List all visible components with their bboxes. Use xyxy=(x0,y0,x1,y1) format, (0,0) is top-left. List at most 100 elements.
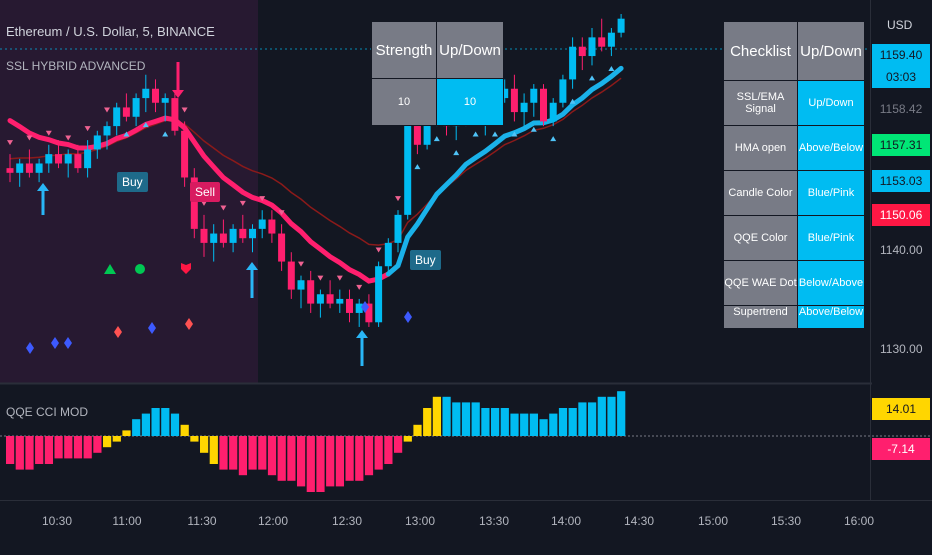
histogram-bar xyxy=(297,436,306,487)
candle-body xyxy=(45,154,53,164)
diamond-marker xyxy=(404,311,412,323)
price-tag-last: 1159.40 xyxy=(872,44,930,66)
histogram-bar xyxy=(481,408,490,436)
candle-body xyxy=(569,46,577,80)
time-tick: 11:00 xyxy=(112,514,142,528)
diamond-marker xyxy=(185,318,193,330)
candle-body xyxy=(200,228,208,243)
candle-body xyxy=(375,266,383,323)
checklist-value: Blue/Pink xyxy=(797,215,865,261)
candle-body xyxy=(93,135,101,150)
up-marker xyxy=(492,131,498,137)
currency-label: USD xyxy=(887,18,913,32)
candle-body xyxy=(423,116,431,145)
histogram-bar xyxy=(258,436,267,470)
down-marker xyxy=(298,261,304,267)
candle-body xyxy=(35,163,43,173)
candle-body xyxy=(190,177,198,229)
candle-body xyxy=(501,88,509,99)
checklist-label: Candle Color xyxy=(723,170,798,216)
candle-body xyxy=(326,294,334,304)
histogram-bar xyxy=(520,413,529,436)
candle-body xyxy=(152,88,159,103)
baseline-bear xyxy=(7,115,391,284)
candle-body xyxy=(249,228,256,239)
candle-body xyxy=(559,79,567,103)
candle-body xyxy=(413,107,421,145)
checklist-updown-header: Up/Down xyxy=(797,21,865,81)
sub-indicator-title: QQE CCI MOD xyxy=(6,405,89,419)
buy-signal-label: Buy xyxy=(117,172,148,192)
updown-value: 10 xyxy=(436,78,504,126)
checklist-table: Checklist Up/Down SSL/EMA Signal Up/Down… xyxy=(723,21,865,329)
down-marker xyxy=(26,135,33,141)
candle-body xyxy=(171,98,179,131)
candle-body xyxy=(394,214,402,243)
checklist-row: HMA open Above/Below xyxy=(723,125,865,171)
histogram-bar xyxy=(442,396,451,436)
sub-tag-pink: -7.14 xyxy=(872,438,930,460)
down-marker xyxy=(45,130,52,136)
histogram-bar xyxy=(238,436,247,476)
histogram-bar xyxy=(384,436,393,464)
histogram-bar xyxy=(122,430,131,436)
chart-title: Ethereum / U.S. Dollar, 5, BINANCE xyxy=(6,24,215,39)
time-tick: 11:30 xyxy=(187,514,217,528)
histogram-bar xyxy=(510,413,519,436)
candle-body xyxy=(530,88,538,103)
candle-body xyxy=(355,303,363,313)
down-marker xyxy=(181,107,188,113)
histogram-bar xyxy=(335,436,344,487)
diamond-marker xyxy=(64,337,72,349)
sell-signal-label: Sell xyxy=(190,182,221,202)
histogram-bar xyxy=(374,436,383,470)
candle-body xyxy=(384,242,392,267)
histogram-bar xyxy=(578,402,587,436)
candle-body xyxy=(84,149,92,169)
checklist-label: QQE WAE Dot xyxy=(723,260,798,306)
checklist-value: Above/Below xyxy=(797,125,865,171)
candle-body xyxy=(132,98,140,117)
histogram-bar xyxy=(588,402,597,436)
histogram-bar xyxy=(64,436,73,459)
histogram-bar xyxy=(112,436,121,442)
down-marker xyxy=(7,140,13,146)
price-tick: 1140.00 xyxy=(880,243,923,257)
candle-body xyxy=(549,102,557,122)
checklist-row: QQE Color Blue/Pink xyxy=(723,215,865,261)
histogram-bar xyxy=(471,402,480,436)
histogram-bar xyxy=(326,436,335,487)
checklist-label: QQE Color xyxy=(723,215,798,261)
candle-body xyxy=(74,154,82,169)
diamond-marker xyxy=(148,322,156,334)
histogram-bar xyxy=(461,402,471,436)
histogram-bar xyxy=(287,436,296,481)
down-marker xyxy=(317,275,324,281)
candle-body xyxy=(229,228,237,243)
down-marker xyxy=(104,107,110,113)
time-tick: 14:30 xyxy=(623,514,655,528)
candle-body xyxy=(103,126,111,136)
down-marker xyxy=(395,196,401,202)
histogram-bar xyxy=(597,396,606,436)
candle-body xyxy=(122,107,130,117)
time-tick: 12:30 xyxy=(331,514,363,528)
candle-body xyxy=(181,130,189,178)
histogram-bar xyxy=(25,436,34,470)
down-marker xyxy=(65,135,72,141)
histogram-bar xyxy=(200,436,209,453)
candle-body xyxy=(598,37,606,47)
candle-body xyxy=(210,233,218,243)
checklist-row: SSL/EMA Signal Up/Down xyxy=(723,80,865,126)
updown-header: Up/Down xyxy=(436,21,504,79)
histogram-bar xyxy=(83,436,92,459)
up-marker xyxy=(433,136,440,142)
histogram-bar xyxy=(364,436,374,476)
candle-body xyxy=(346,298,353,313)
down-marker xyxy=(220,205,227,211)
histogram-bar xyxy=(267,436,277,476)
diamond-marker xyxy=(51,337,59,349)
candle-body xyxy=(307,280,315,304)
histogram-bar xyxy=(151,408,160,436)
